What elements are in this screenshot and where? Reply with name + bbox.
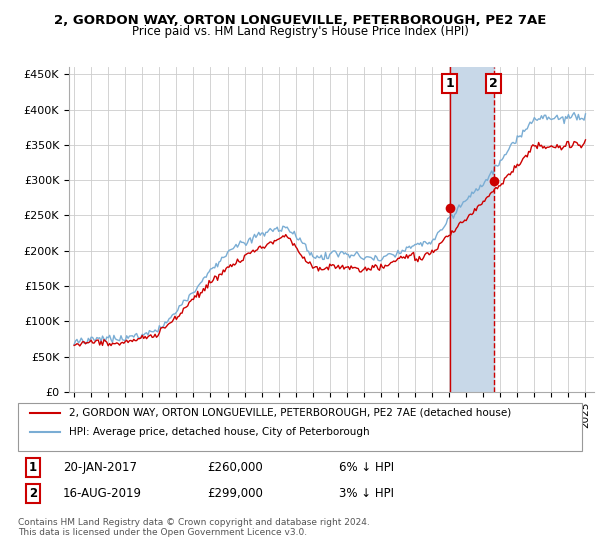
Text: 2: 2 bbox=[490, 77, 498, 90]
Bar bbox=[450, 67, 494, 392]
Text: Contains HM Land Registry data © Crown copyright and database right 2024.
This d: Contains HM Land Registry data © Crown c… bbox=[18, 518, 370, 538]
Text: Price paid vs. HM Land Registry's House Price Index (HPI): Price paid vs. HM Land Registry's House … bbox=[131, 25, 469, 38]
Text: 20-JAN-2017: 20-JAN-2017 bbox=[63, 461, 137, 474]
Text: 2, GORDON WAY, ORTON LONGUEVILLE, PETERBOROUGH, PE2 7AE: 2, GORDON WAY, ORTON LONGUEVILLE, PETERB… bbox=[54, 14, 546, 27]
Text: 16-AUG-2019: 16-AUG-2019 bbox=[63, 487, 142, 501]
Text: 2, GORDON WAY, ORTON LONGUEVILLE, PETERBOROUGH, PE2 7AE (detached house): 2, GORDON WAY, ORTON LONGUEVILLE, PETERB… bbox=[69, 408, 511, 418]
Text: £260,000: £260,000 bbox=[207, 461, 263, 474]
Text: 6% ↓ HPI: 6% ↓ HPI bbox=[339, 461, 394, 474]
Text: £299,000: £299,000 bbox=[207, 487, 263, 501]
Text: 2: 2 bbox=[29, 487, 37, 501]
Text: 3% ↓ HPI: 3% ↓ HPI bbox=[339, 487, 394, 501]
Text: HPI: Average price, detached house, City of Peterborough: HPI: Average price, detached house, City… bbox=[69, 427, 370, 437]
Text: 1: 1 bbox=[446, 77, 454, 90]
Text: 1: 1 bbox=[29, 461, 37, 474]
